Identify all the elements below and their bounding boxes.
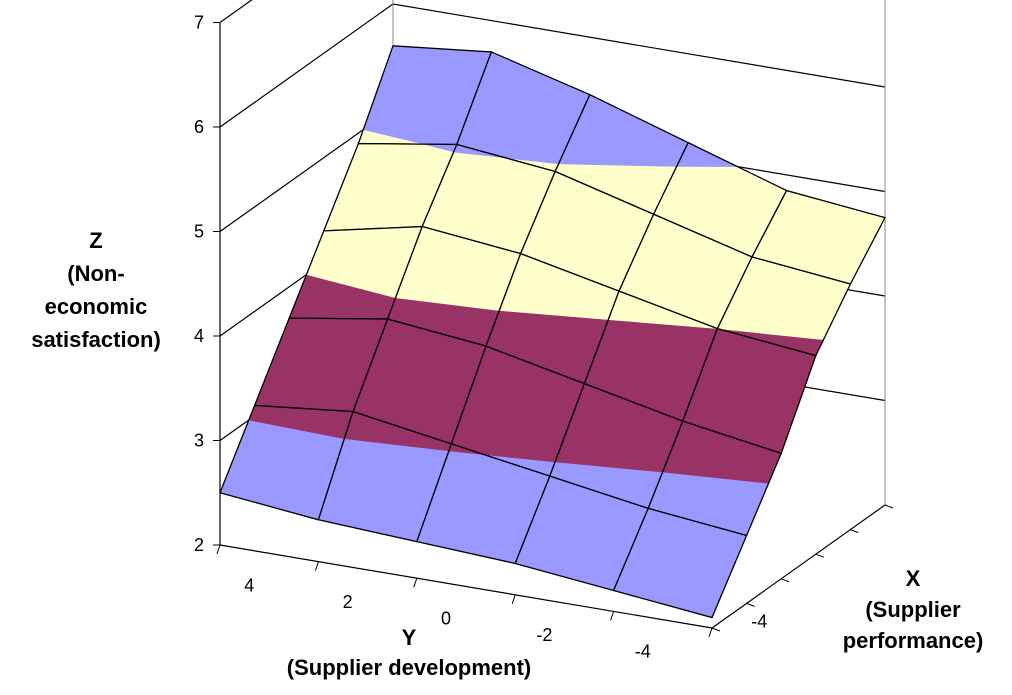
y-tick-label: -4: [635, 642, 651, 662]
y-tick-label: 0: [441, 609, 451, 629]
y-tick-mark: [413, 578, 418, 588]
x-axis-title-line: X: [906, 566, 921, 591]
x-axis-title: X (Supplier performance): [843, 566, 984, 653]
y-tick-label: 4: [244, 575, 254, 595]
z-tick-label: 5: [194, 222, 204, 242]
z-tick-label: 2: [194, 535, 204, 555]
x-axis-line: [711, 504, 886, 629]
z-tick-label: 6: [194, 117, 204, 137]
z-axis-title: Z (Non-economic satisfaction): [31, 228, 161, 352]
x-tick-mark: [884, 504, 894, 509]
y-tick-label: -2: [536, 625, 552, 645]
z-axis-title-line: (Non-: [67, 261, 124, 286]
y-axis-title-line: Y: [402, 625, 417, 650]
y-tick-mark: [708, 627, 713, 638]
z-gridline: [219, 0, 253, 23]
z-tick-label: 7: [194, 13, 204, 33]
z-axis-title-line: satisfaction): [31, 327, 161, 352]
tick-labels: 2 3 4 5 6 7 4 2 0 -2 -4 -4: [194, 13, 767, 662]
x-tick-mark: [711, 627, 721, 632]
y-tick-label: 2: [343, 592, 353, 612]
surface-layer: [219, 45, 886, 619]
y-tick-mark: [610, 611, 615, 621]
y-axis-title-line: (Supplier development): [287, 655, 531, 680]
y-tick-mark: [314, 561, 319, 571]
x-tick-mark: [850, 529, 859, 534]
z-tick-label: 3: [194, 431, 204, 451]
y-tick-mark: [216, 544, 221, 555]
x-tick-label: -4: [751, 612, 767, 632]
surface-cell-outline: [612, 507, 748, 619]
axis-layer: [213, 22, 894, 638]
y-axis-title: Y (Supplier development): [287, 625, 531, 680]
y-tick-mark: [511, 594, 516, 604]
x-tick-mark: [746, 602, 755, 607]
x-axis-title-line: performance): [843, 628, 984, 653]
z-axis-title-line: economic: [45, 294, 148, 319]
z-axis-title-line: Z: [89, 228, 102, 253]
z-tick-label: 4: [194, 326, 204, 346]
x-axis-title-line: (Supplier: [865, 597, 961, 622]
axis-titles: Z (Non-economic satisfaction) Y (Supplier de…: [31, 228, 983, 680]
y-axis-line: [219, 544, 713, 629]
x-tick-mark: [815, 553, 824, 558]
x-tick-mark: [781, 578, 790, 583]
